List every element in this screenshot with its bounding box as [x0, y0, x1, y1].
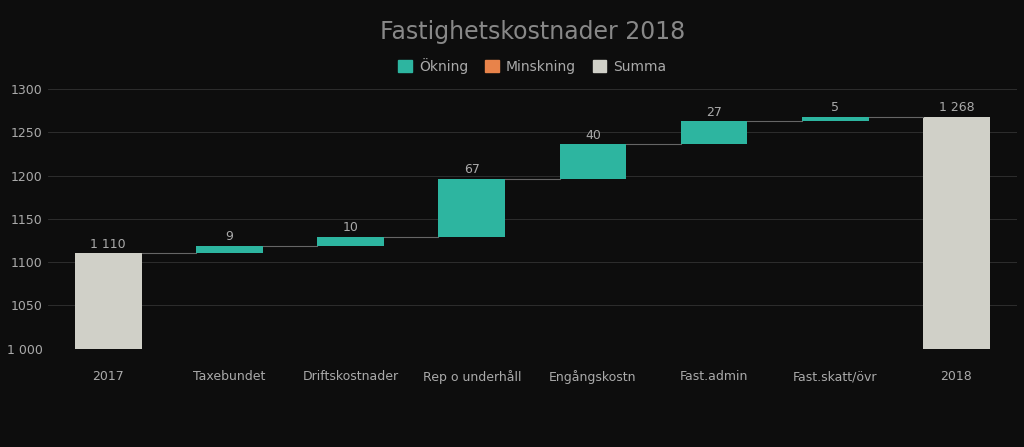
- Text: Fast.admin: Fast.admin: [680, 370, 749, 383]
- Bar: [197, 246, 263, 253]
- Text: Taxebundet: Taxebundet: [194, 370, 265, 383]
- Bar: [75, 253, 141, 349]
- Text: 10: 10: [343, 221, 358, 235]
- Text: 27: 27: [707, 105, 722, 118]
- Text: 67: 67: [464, 164, 479, 177]
- Text: Engångskostn: Engångskostn: [549, 370, 637, 384]
- Text: Driftskostnader: Driftskostnader: [302, 370, 398, 383]
- Bar: [681, 121, 748, 144]
- Text: 1 268: 1 268: [939, 101, 974, 114]
- Text: 9: 9: [225, 230, 233, 243]
- Text: 5: 5: [831, 101, 840, 114]
- Legend: Ökning, Minskning, Summa: Ökning, Minskning, Summa: [392, 53, 672, 80]
- Bar: [560, 144, 627, 179]
- Text: 2018: 2018: [941, 370, 973, 383]
- Bar: [317, 237, 384, 246]
- Text: Fast.skatt/övr: Fast.skatt/övr: [793, 370, 878, 383]
- Bar: [802, 117, 868, 121]
- Title: Fastighetskostnader 2018: Fastighetskostnader 2018: [380, 20, 685, 44]
- Text: 2017: 2017: [92, 370, 124, 383]
- Text: Rep o underhåll: Rep o underhåll: [423, 370, 521, 384]
- Bar: [438, 179, 505, 237]
- Bar: [924, 117, 990, 349]
- Text: 1 110: 1 110: [90, 238, 126, 251]
- Text: 40: 40: [585, 129, 601, 142]
